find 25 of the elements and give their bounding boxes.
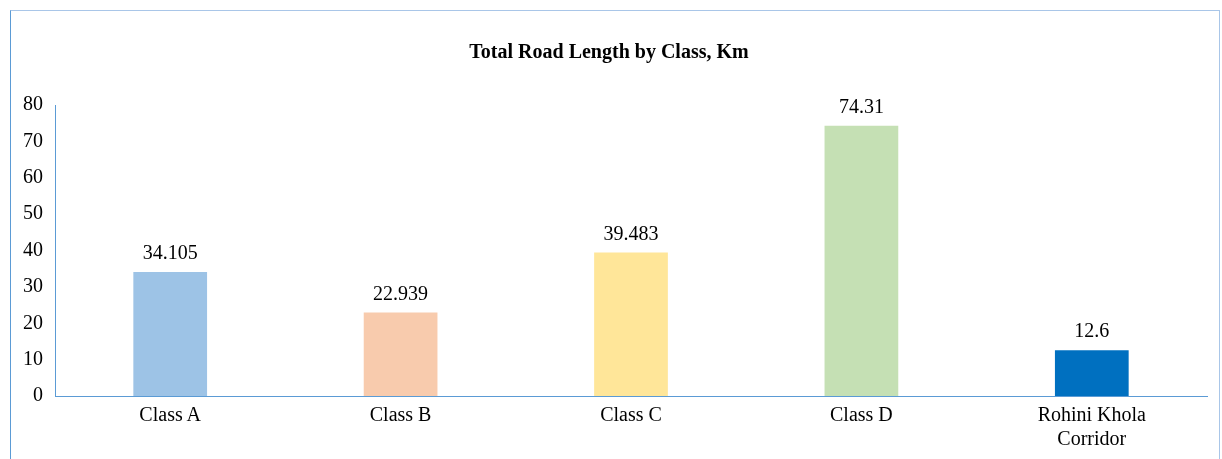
data-label: 74.31	[838, 94, 884, 117]
chart-title: Total Road Length by Class, Km	[469, 40, 749, 64]
bar	[1054, 350, 1129, 396]
y-tick-label: 60	[23, 165, 43, 187]
bar	[133, 271, 208, 396]
bar	[363, 312, 438, 396]
y-tick-label: 80	[23, 92, 43, 115]
y-tick-label: 0	[33, 383, 43, 406]
y-tick-label: 30	[23, 274, 43, 297]
data-label: 12.6	[1074, 319, 1110, 342]
bar	[594, 252, 668, 396]
x-tick-label: Class B	[369, 403, 432, 426]
y-tick-label: 20	[23, 310, 43, 333]
data-label: 22.939	[373, 281, 429, 304]
x-tick-label: Rohini Khola Corridor	[1037, 403, 1147, 450]
y-tick-label: 50	[23, 201, 43, 224]
x-tick-label: Class C	[600, 403, 662, 426]
y-tick-label: 70	[23, 128, 43, 151]
x-tick-label: Class A	[139, 403, 202, 426]
data-label: 39.483	[603, 221, 659, 244]
data-label: 34.105	[142, 241, 198, 264]
y-tick-label: 10	[23, 346, 43, 369]
bar	[824, 125, 899, 396]
x-tick-label: Class D	[830, 403, 893, 426]
y-tick-label: 40	[23, 237, 43, 260]
